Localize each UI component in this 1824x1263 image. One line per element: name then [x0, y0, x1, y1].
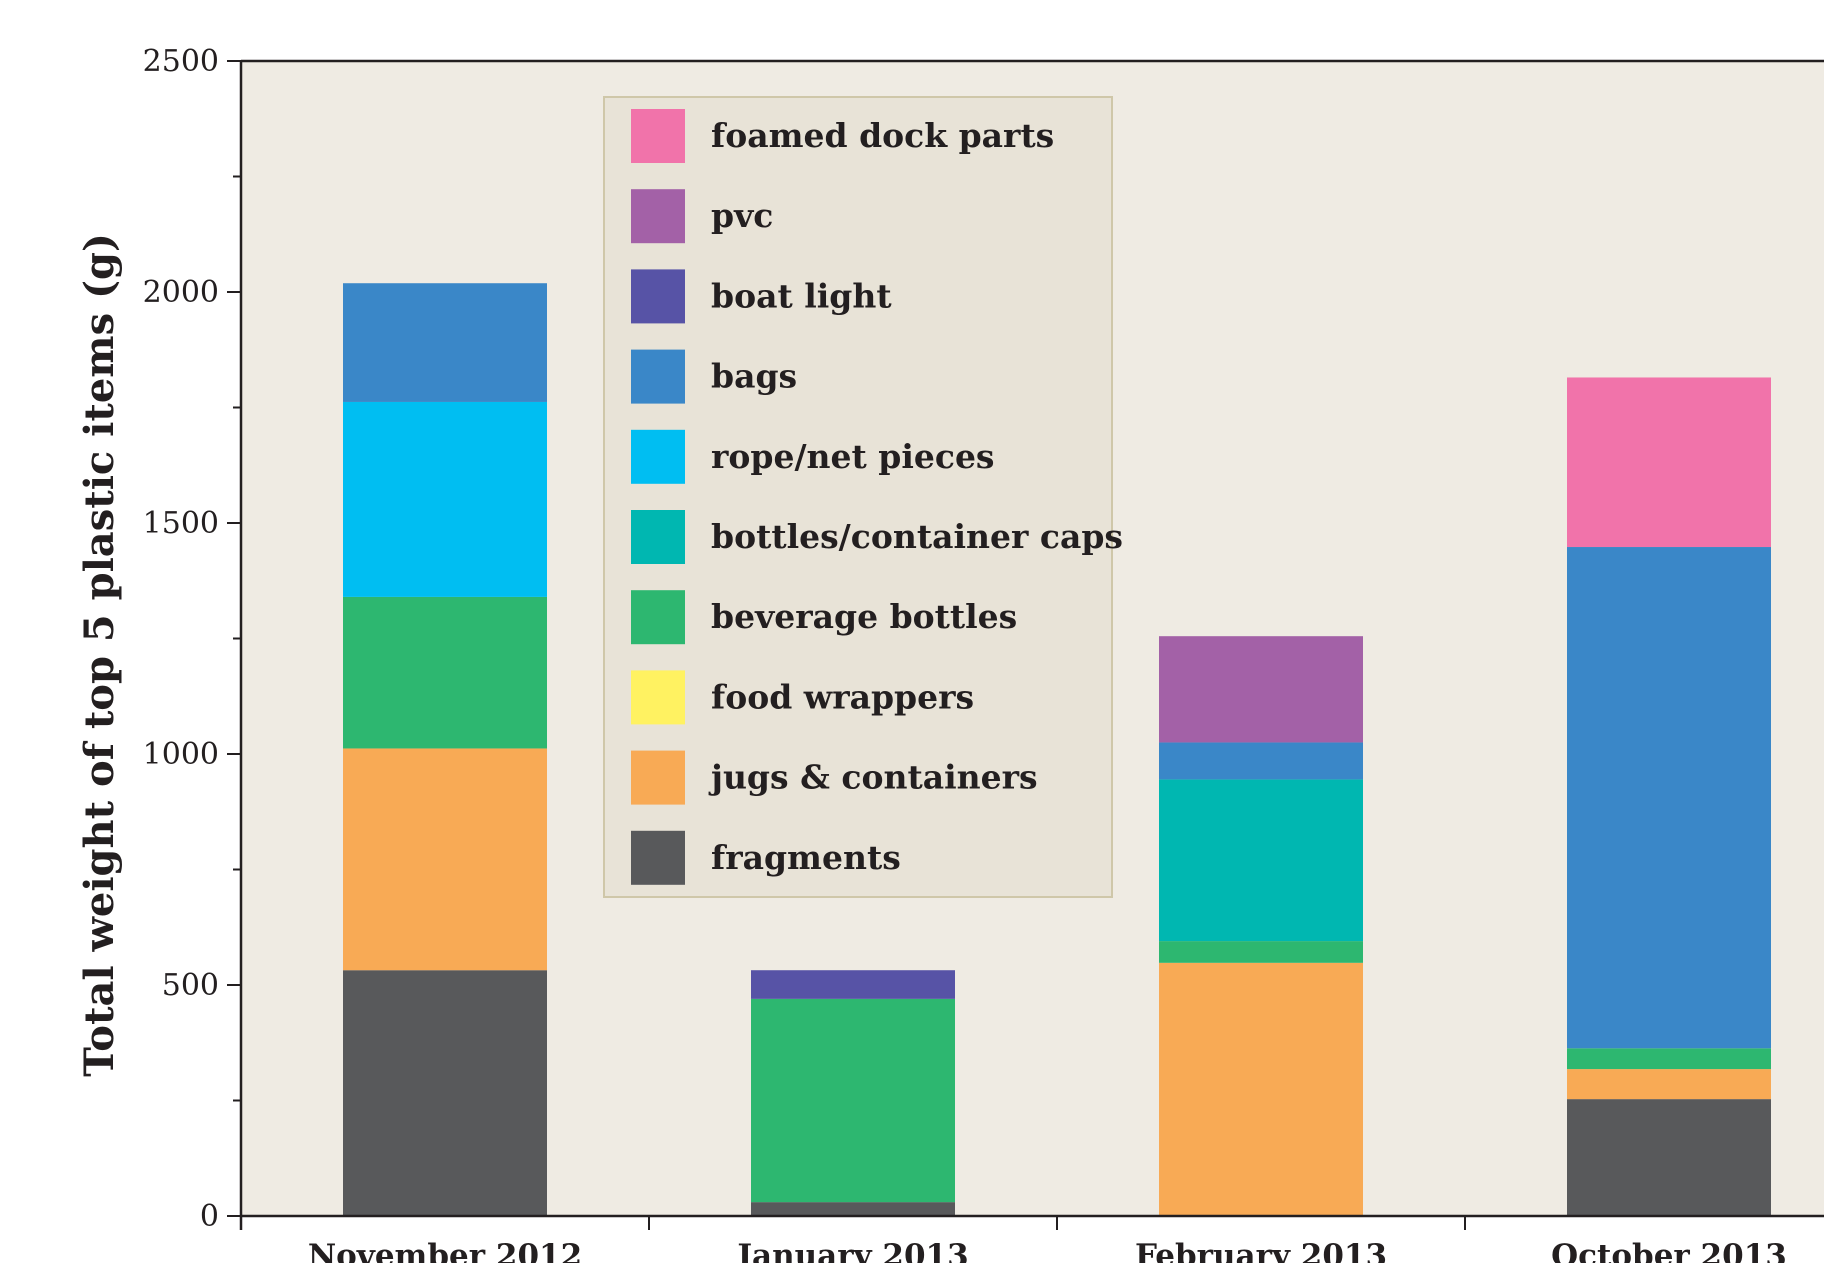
- legend-swatch: [631, 670, 685, 725]
- y-tick-label: 1000: [143, 737, 219, 772]
- bar-segment: [1567, 1048, 1771, 1070]
- x-tick-label: November 2012: [308, 1238, 582, 1263]
- y-tick-label: 2500: [143, 44, 219, 79]
- bar-segment: [1567, 1069, 1771, 1100]
- y-tick-label: 500: [162, 968, 219, 1003]
- legend-label: boat light: [711, 276, 892, 315]
- legend-swatch: [631, 109, 685, 163]
- legend-label: rope/net pieces: [711, 437, 995, 476]
- bar-segment: [1567, 547, 1771, 1049]
- bar-segment: [1159, 941, 1363, 963]
- legend-swatch: [631, 590, 685, 645]
- legend-swatch: [631, 269, 685, 324]
- bar-segment: [751, 998, 955, 1203]
- bar-segment: [343, 283, 547, 402]
- legend-label: bottles/container caps: [711, 517, 1123, 556]
- legend-swatch: [631, 510, 685, 564]
- y-tick-label: 0: [200, 1199, 219, 1234]
- legend-label: fragments: [711, 838, 901, 877]
- legend-label: jugs & containers: [708, 758, 1038, 797]
- legend-swatch: [631, 830, 685, 885]
- legend-label: food wrappers: [711, 677, 974, 716]
- y-axis-title: Total weight of top 5 plastic items (g): [76, 233, 123, 1077]
- legend-swatch: [631, 750, 685, 805]
- x-tick-label: October 2013: [1551, 1238, 1787, 1263]
- x-tick-label: January 2013: [734, 1238, 968, 1263]
- bar-segment: [1567, 1099, 1771, 1216]
- bar-segment: [1159, 962, 1363, 1216]
- bar-segment: [343, 970, 547, 1216]
- x-tick-label: February 2013: [1135, 1238, 1387, 1263]
- legend-box: [603, 96, 1113, 898]
- bar-segment: [1567, 377, 1771, 548]
- legend-label: beverage bottles: [711, 597, 1017, 636]
- legend-label: foamed dock parts: [711, 116, 1054, 155]
- legend-swatch: [631, 349, 685, 404]
- legend-swatch: [631, 429, 685, 484]
- legend-swatch: [631, 189, 685, 244]
- y-tick-label: 2000: [143, 275, 219, 310]
- y-tick-label: 1500: [143, 506, 219, 541]
- legend-label: bags: [711, 357, 797, 396]
- bar-segment: [1159, 742, 1363, 780]
- legend-label: pvc: [711, 196, 773, 235]
- bar-segment: [343, 748, 547, 971]
- bar-segment: [751, 970, 955, 999]
- bar-segment: [343, 401, 547, 597]
- bar-segment: [343, 596, 547, 749]
- bar-segment: [1159, 779, 1363, 942]
- bar-segment: [1159, 636, 1363, 743]
- bar-segment: [751, 1202, 955, 1216]
